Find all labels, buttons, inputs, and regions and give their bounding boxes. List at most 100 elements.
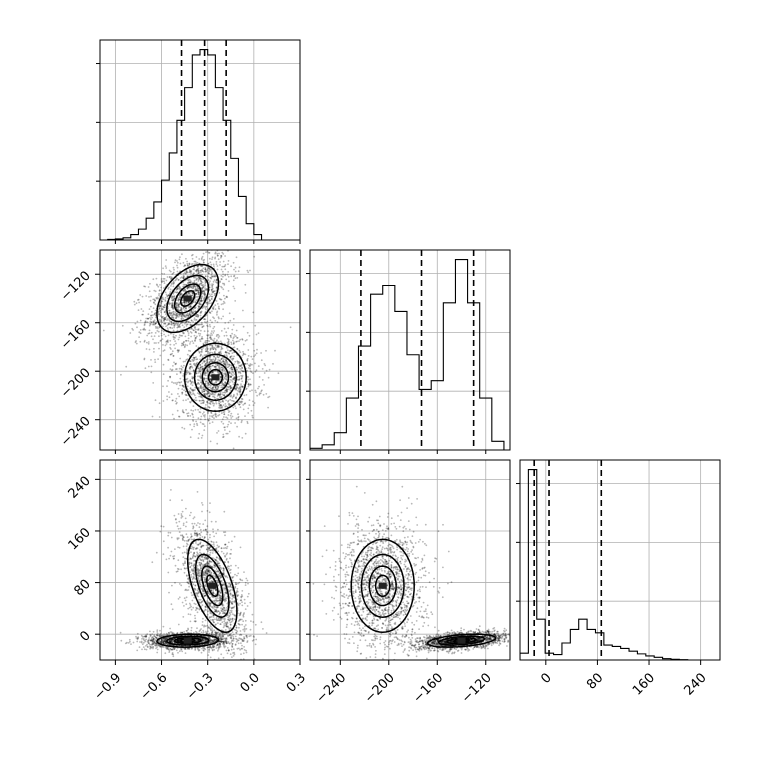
hist-bar-0-4 <box>138 229 146 240</box>
hist-bar-0-16 <box>231 158 239 240</box>
hist-bar-1-14 <box>480 398 492 450</box>
xtick-label-2-0: 0 <box>538 670 554 686</box>
ytick-label-1-0: −240 <box>58 414 94 450</box>
hist-bar-1-6 <box>383 285 395 450</box>
contour-level-0 <box>426 633 497 648</box>
hist-bar-1-1 <box>322 445 334 450</box>
xtick-label-0-1: −0.6 <box>138 670 171 703</box>
hist-bar-2-9 <box>595 633 603 660</box>
hist-bar-1-8 <box>407 355 419 450</box>
joint-panel-1-0 <box>102 250 292 450</box>
hist-bar-1-15 <box>492 441 504 450</box>
hist-bar-0-3 <box>131 235 139 240</box>
hist-bar-2-6 <box>570 629 578 660</box>
hist-bar-0-19 <box>254 235 262 240</box>
hist-bar-2-14 <box>637 654 645 660</box>
xtick-label-1-0: −240 <box>313 670 349 706</box>
contours-2-1-1 <box>426 633 497 648</box>
hist-bar-2-8 <box>587 629 595 660</box>
xtick-label-0-0: −0.9 <box>91 670 124 703</box>
ytick-label-1-1: −200 <box>58 365 94 401</box>
xtick-label-1-1: −200 <box>362 670 398 706</box>
contour-level-3 <box>206 574 219 598</box>
grid-2-0 <box>100 460 301 660</box>
panel-frame-1-0 <box>99 249 301 451</box>
hist-bar-1-3 <box>346 398 358 450</box>
contour-level-2 <box>173 637 202 645</box>
panel-frame-0-0 <box>99 39 301 241</box>
hist-bar-2-12 <box>621 648 629 660</box>
contour-level-2 <box>201 362 230 393</box>
hist-grid-1 <box>310 273 510 392</box>
hist-bar-2-4 <box>554 655 562 660</box>
joint-panel-2-0 <box>119 489 268 660</box>
density-peak <box>211 374 220 381</box>
xtick-label-0-3: 0.0 <box>238 670 263 695</box>
hist-grid-0 <box>100 63 300 182</box>
hist-bar-1-11 <box>443 303 455 450</box>
contour-level-1 <box>166 635 210 646</box>
contour-level-2 <box>446 637 477 645</box>
hist-bar-0-13 <box>208 55 216 240</box>
contours-2-0-1 <box>156 633 220 648</box>
contours-1-0-0 <box>156 263 220 334</box>
ytick-label-2-1: 80 <box>72 577 94 599</box>
xtick-label-2-1: 80 <box>584 670 606 692</box>
scatter-points-2-1 <box>312 485 510 660</box>
hist-bar-2-5 <box>562 643 570 660</box>
hist-bar-1-2 <box>334 433 346 450</box>
panel-frame-2-1 <box>309 459 511 661</box>
contour-level-1 <box>437 635 486 646</box>
joint-panel-2-1 <box>312 485 510 660</box>
contour-level-2 <box>201 565 224 607</box>
panel-frame-2-2 <box>519 459 721 661</box>
contour-level-0 <box>156 633 220 648</box>
density-peak <box>183 295 192 302</box>
xtick-label-1-3: −120 <box>459 670 495 706</box>
xtick-label-2-2: 160 <box>630 670 658 698</box>
contour-level-1 <box>194 553 230 618</box>
hist-bar-1-7 <box>395 311 407 450</box>
contour-level-2 <box>173 283 202 314</box>
hist-bar-2-7 <box>579 619 587 660</box>
hist-bar-1-5 <box>371 294 383 450</box>
hist-bar-0-14 <box>215 88 223 240</box>
contour-level-1 <box>360 553 405 618</box>
contour-level-3 <box>374 574 391 598</box>
contours-2-1-0 <box>350 538 415 634</box>
contour-level-0 <box>156 263 220 334</box>
histogram-0 <box>107 48 263 240</box>
contours-2-0-0 <box>186 538 238 634</box>
hist-bar-0-7 <box>162 180 170 240</box>
hist-bar-0-17 <box>238 196 246 240</box>
hist-bar-0-10 <box>185 88 193 240</box>
grid-1-1 <box>339 250 487 450</box>
contour-level-0 <box>186 538 238 634</box>
contour-level-3 <box>180 290 196 307</box>
xtick-label-0-4: 0.3 <box>284 670 309 695</box>
grid-2-2 <box>545 460 702 660</box>
xtick-label-2-3: 240 <box>682 670 710 698</box>
hist-bar-2-13 <box>629 651 637 660</box>
density-peak <box>378 582 387 589</box>
grid-0-0 <box>114 40 301 240</box>
hist-bar-2-1 <box>528 470 536 660</box>
density-peak <box>183 637 192 644</box>
contour-level-0 <box>350 538 415 634</box>
panel-frame-1-1 <box>309 249 511 451</box>
hist-bar-0-5 <box>146 218 154 240</box>
hist-bar-2-10 <box>604 645 612 660</box>
hist-bar-0-6 <box>154 202 162 240</box>
density-peak <box>208 582 217 589</box>
ytick-label-2-0: 0 <box>77 628 93 644</box>
hist-bar-1-10 <box>431 381 443 450</box>
contour-level-2 <box>368 565 397 607</box>
xtick-label-1-2: −160 <box>410 670 446 706</box>
ytick-label-1-3: −120 <box>58 268 94 304</box>
hist-grid-2 <box>520 483 720 602</box>
xtick-label-0-2: −0.3 <box>184 670 217 703</box>
grid-2-1 <box>310 460 510 660</box>
hist-bar-2-2 <box>537 619 545 660</box>
contour-level-0 <box>183 342 247 412</box>
